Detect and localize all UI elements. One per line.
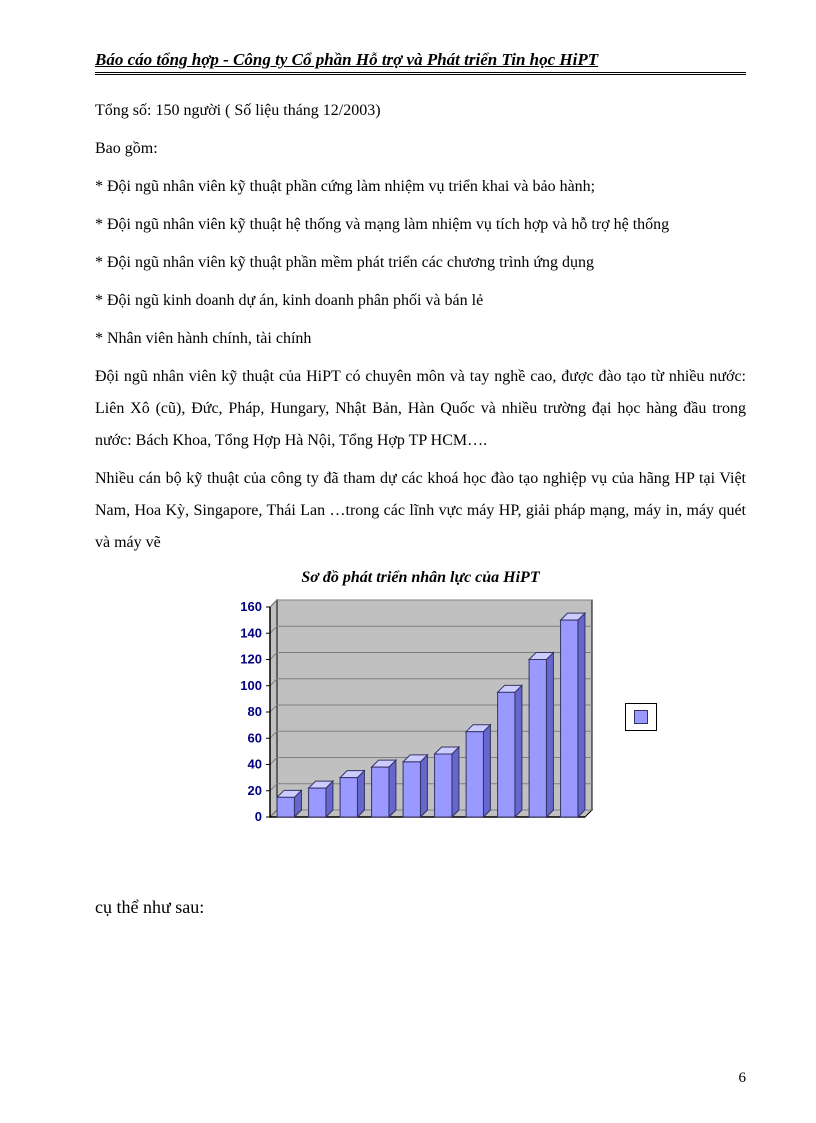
header-rule	[95, 72, 746, 75]
page-header: Báo cáo tổng hợp - Công ty Cổ phần Hỗ tr…	[95, 50, 746, 70]
legend-swatch-icon	[634, 710, 648, 724]
para-item-2: * Đội ngũ nhân viên kỹ thuật hệ thống và…	[95, 209, 746, 241]
para-item-4: * Đội ngũ kinh doanh dự án, kinh doanh p…	[95, 285, 746, 317]
para-training: Nhiều cán bộ kỹ thuật của công ty đã tha…	[95, 463, 746, 559]
bar-chart: 0 20 40 60 80 100 120 140 160	[225, 597, 595, 837]
para-total: Tổng số: 150 người ( Số liệu tháng 12/20…	[95, 95, 746, 127]
svg-text:40: 40	[247, 757, 261, 772]
svg-text:100: 100	[240, 678, 262, 693]
svg-text:140: 140	[240, 625, 262, 640]
chart-title: Sơ đồ phát triển nhân lực của HiPT	[95, 569, 746, 587]
page-number: 6	[739, 1070, 747, 1087]
para-include: Bao gồm:	[95, 133, 746, 165]
footer-text: cụ thể như sau:	[95, 897, 746, 918]
chart-container: 0 20 40 60 80 100 120 140 160	[135, 597, 746, 837]
para-item-3: * Đội ngũ nhân viên kỹ thuật phần mềm ph…	[95, 247, 746, 279]
body-text: Tổng số: 150 người ( Số liệu tháng 12/20…	[95, 95, 746, 559]
para-team-desc: Đội ngũ nhân viên kỹ thuật của HiPT có c…	[95, 361, 746, 457]
svg-text:60: 60	[247, 730, 261, 745]
para-item-1: * Đội ngũ nhân viên kỹ thuật phần cứng l…	[95, 171, 746, 203]
svg-text:20: 20	[247, 783, 261, 798]
svg-text:160: 160	[240, 599, 262, 614]
chart-legend	[625, 703, 657, 731]
svg-text:120: 120	[240, 652, 262, 667]
para-item-5: * Nhân viên hành chính, tài chính	[95, 323, 746, 355]
svg-text:0: 0	[254, 809, 261, 824]
svg-text:80: 80	[247, 704, 261, 719]
